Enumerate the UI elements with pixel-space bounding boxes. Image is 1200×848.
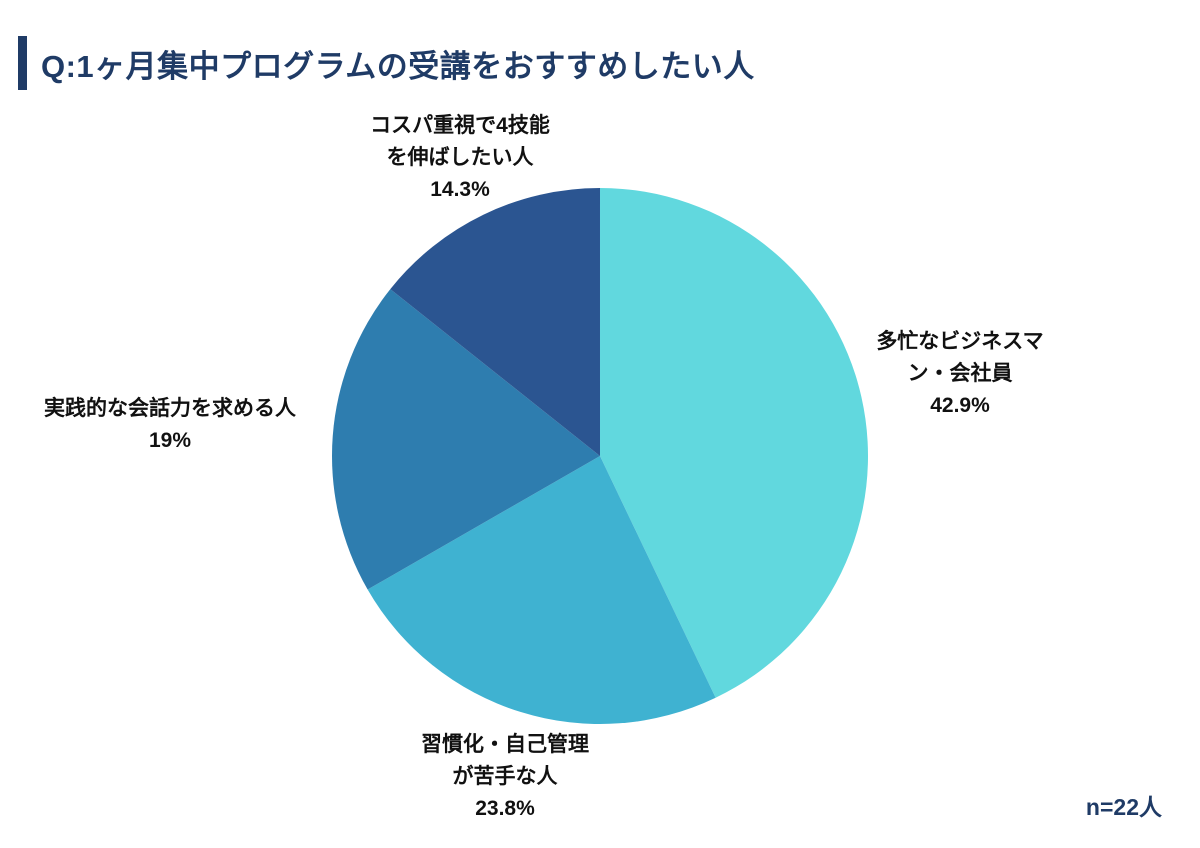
pie-slice-practical-conversation <box>331 289 600 590</box>
slice-label-cost-performance-4skills: コスパ重視で4技能 を伸ばしたい人 14.3% <box>370 114 550 201</box>
pie-slice-busy-businessman <box>600 188 869 698</box>
title-accent-bar <box>18 36 27 90</box>
sample-size-label: n=22人 <box>1085 794 1162 820</box>
slice-label-poor-self-management: 習慣化・自己管理 が苦手な人 23.8% <box>421 733 589 820</box>
chart-header: Q:1ヶ月集中プログラムの受講をおすすめしたい人 <box>18 36 755 90</box>
slice-label-practical-conversation: 実践的な会話力を求める人 19% <box>44 397 296 452</box>
pie-slice-poor-self-management <box>367 456 716 724</box>
pie-slice-cost-performance-4skills <box>390 188 600 456</box>
slice-label-busy-businessman: 多忙なビジネスマ ン・会社員 42.9% <box>876 330 1044 417</box>
page-title: Q:1ヶ月集中プログラムの受講をおすすめしたい人 <box>41 48 755 84</box>
